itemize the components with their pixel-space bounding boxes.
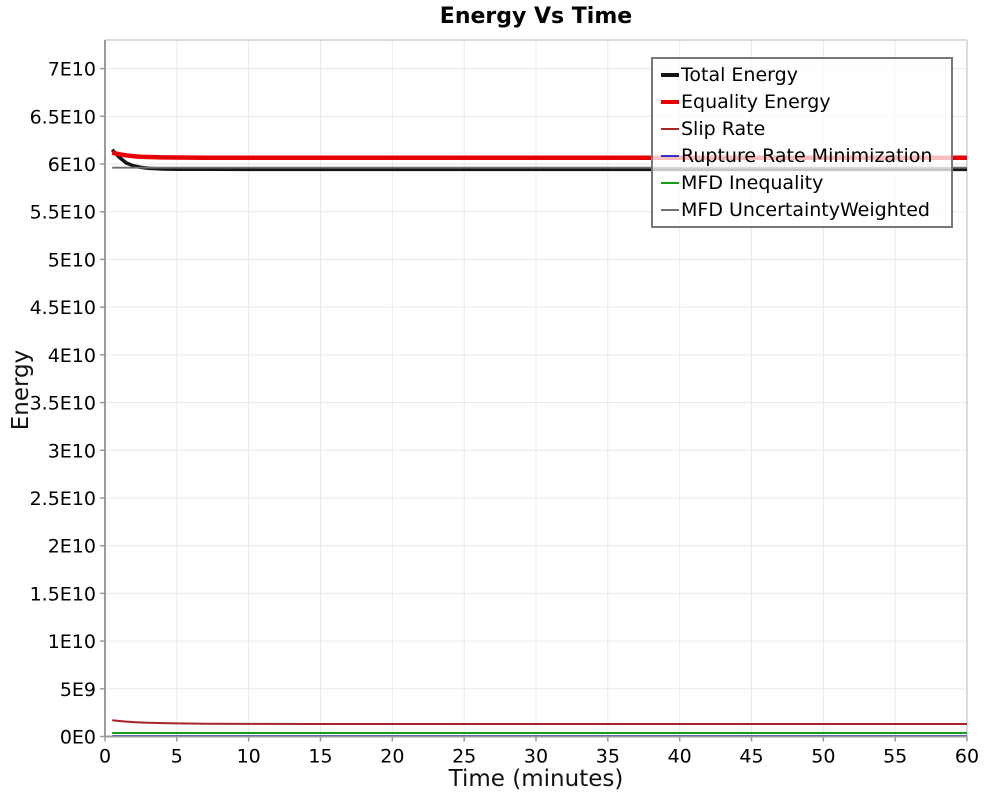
y-tick-label: 3.5E10 bbox=[30, 393, 96, 415]
legend-item-label: Rupture Rate Minimization bbox=[681, 145, 933, 168]
x-tick-label: 35 bbox=[596, 746, 620, 768]
x-tick-label: 60 bbox=[955, 746, 979, 768]
legend-item-label: MFD Inequality bbox=[681, 172, 824, 195]
x-tick-label: 45 bbox=[739, 746, 763, 768]
tick-labels: 0E0 5E9 1E10 1.5E10 2E10 2.5E10 3E10 3.5E10 4E10… bbox=[30, 59, 980, 768]
legend-item-total-energy: Total Energy bbox=[661, 62, 945, 88]
legend-item-label: Equality Energy bbox=[681, 90, 831, 113]
x-tick-label: 5 bbox=[171, 746, 183, 768]
legend-line-swatch bbox=[661, 99, 679, 104]
y-tick-label: 5.5E10 bbox=[30, 202, 96, 224]
x-tick-label: 40 bbox=[668, 746, 692, 768]
legend-item-label: MFD UncertaintyWeighted bbox=[681, 199, 930, 222]
y-tick-label: 6E10 bbox=[48, 154, 96, 176]
x-tick-label: 25 bbox=[452, 746, 476, 768]
y-tick-label: 5E9 bbox=[60, 679, 96, 701]
x-tick-label: 20 bbox=[380, 746, 404, 768]
y-tick-label: 3E10 bbox=[48, 440, 96, 462]
y-tick-label: 2E10 bbox=[48, 536, 96, 558]
series-lines bbox=[110, 148, 967, 737]
y-tick-label: 2.5E10 bbox=[30, 488, 96, 510]
tick-marks bbox=[100, 67, 968, 742]
x-axis-title: Time (minutes) bbox=[448, 766, 624, 792]
x-tick-label: 10 bbox=[237, 746, 261, 768]
y-tick-label: 7E10 bbox=[48, 59, 96, 81]
legend-item-label: Total Energy bbox=[681, 63, 798, 86]
legend-line-swatch bbox=[661, 72, 679, 77]
y-tick-label: 4E10 bbox=[48, 345, 96, 367]
legend-line-swatch bbox=[661, 182, 679, 185]
chart-title: Energy Vs Time bbox=[439, 4, 633, 29]
legend-line-swatch bbox=[661, 209, 679, 212]
y-tick-label: 5E10 bbox=[48, 249, 96, 271]
legend-line-swatch bbox=[661, 127, 679, 130]
legend-item-label: Slip Rate bbox=[681, 117, 766, 140]
legend-line-swatch bbox=[661, 155, 679, 158]
y-tick-label: 1E10 bbox=[48, 631, 96, 653]
y-tick-label: 4.5E10 bbox=[30, 297, 96, 319]
legend-item-slip-rate: Slip Rate bbox=[661, 116, 945, 142]
x-tick-label: 0 bbox=[99, 746, 111, 768]
series-line-slip-rate bbox=[112, 719, 967, 725]
legend-item-equality-energy: Equality Energy bbox=[661, 89, 945, 115]
x-tick-label: 30 bbox=[524, 746, 548, 768]
x-tick-label: 15 bbox=[308, 746, 332, 768]
legend-item-mfd-uncertaintyweighted: MFD UncertaintyWeighted bbox=[661, 197, 945, 223]
legend: Total Energy Equality Energy Slip Rate Rupt… bbox=[651, 57, 953, 228]
y-tick-label: 0E0 bbox=[60, 727, 96, 749]
y-tick-label: 1.5E10 bbox=[30, 583, 96, 605]
y-tick-label: 6.5E10 bbox=[30, 106, 96, 128]
x-tick-label: 55 bbox=[883, 746, 907, 768]
y-axis-title: Energy bbox=[8, 349, 34, 431]
x-tick-label: 50 bbox=[811, 746, 835, 768]
legend-item-mfd-inequality: MFD Inequality bbox=[661, 170, 945, 196]
legend-item-rupture-rate-minimization: Rupture Rate Minimization bbox=[661, 143, 945, 169]
